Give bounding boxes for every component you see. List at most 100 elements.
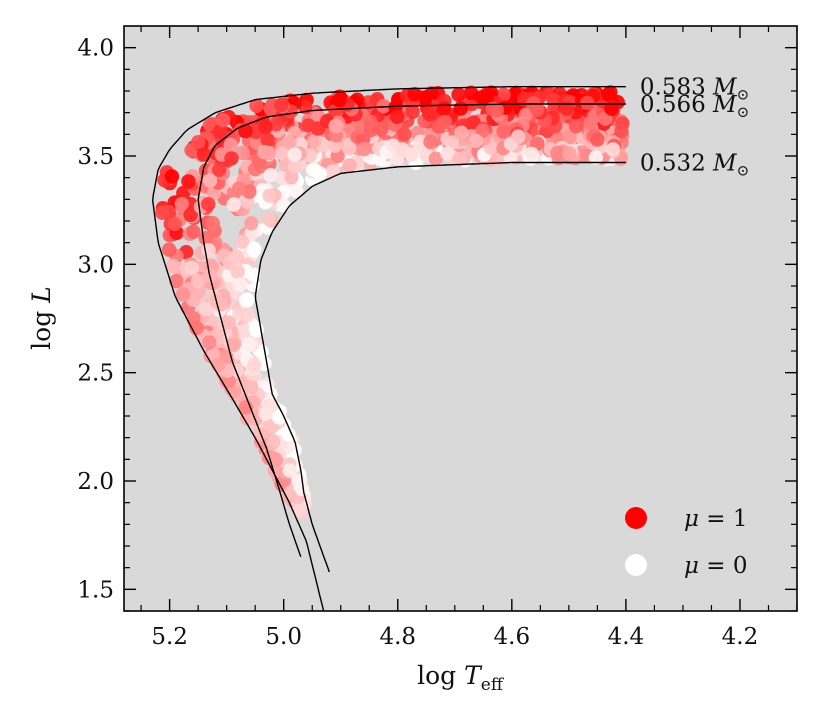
scatter-point [260, 132, 275, 147]
scatter-point [201, 197, 216, 212]
x-tick-label: 4.2 [722, 624, 759, 650]
scatter-point [249, 98, 264, 114]
y-tick-label: 3.5 [77, 144, 114, 170]
scatter-point [202, 335, 217, 350]
scatter-point [404, 147, 419, 162]
scatter-point [550, 145, 565, 161]
scatter-point [397, 126, 412, 142]
scatter-point [232, 277, 247, 292]
x-tick-label: 4.8 [379, 624, 416, 650]
scatter-point [175, 287, 191, 302]
y-tick-label: 2.5 [77, 361, 114, 387]
scatter-point [422, 106, 437, 122]
evolutionary-tracks [151, 85, 626, 611]
scatter-point [266, 451, 281, 466]
scatter-point [252, 427, 268, 442]
scatter-point [174, 196, 189, 211]
scatter-point [475, 123, 490, 138]
track-label-0.583: 0.583 M⊙ [640, 75, 749, 104]
axis-labels: log Teff log L [27, 286, 505, 695]
scatter-point [263, 168, 278, 183]
plot-frame [123, 25, 798, 612]
scatter-point [247, 358, 262, 373]
scatter-point [363, 114, 378, 129]
scatter-point [605, 142, 621, 157]
scatter-point [167, 216, 182, 231]
scatter-point [489, 102, 505, 118]
scatter-point [232, 306, 247, 321]
scatter-point [389, 109, 405, 125]
scatter-point [244, 216, 259, 231]
scatter-point [261, 145, 277, 161]
scatter-point [181, 174, 196, 189]
scatter-point [468, 133, 484, 149]
scatter-point [428, 151, 443, 166]
scatter-point [524, 146, 539, 162]
scatter-point [294, 481, 309, 497]
scatter-point [276, 198, 291, 213]
x-tick-label: 4.4 [608, 624, 645, 650]
scatter-point [164, 169, 180, 184]
scatter-point [169, 274, 184, 289]
legend: μ = 1 μ = 0 [625, 506, 747, 579]
scatter-point [601, 87, 616, 102]
scatter-point [265, 434, 281, 449]
scatter-point [474, 90, 489, 105]
scatter-point [496, 124, 511, 139]
scatter-point [186, 224, 201, 239]
scatter-point [424, 86, 439, 101]
scatter-point [226, 197, 241, 212]
scatter-point [562, 129, 577, 145]
scatter-point [284, 169, 299, 185]
scatter-point [590, 132, 605, 147]
y-axis-label: log L [27, 286, 56, 350]
scatter-point [241, 337, 256, 352]
scatter-points [155, 85, 630, 521]
x-tick-label: 4.6 [494, 624, 531, 650]
scatter-point [240, 292, 255, 307]
scatter-point [437, 114, 453, 130]
track-line-0.532 [254, 161, 626, 573]
scatter-point [223, 137, 238, 153]
scatter-point [199, 301, 214, 316]
scatter-point [212, 124, 227, 139]
scatter-point [511, 129, 526, 144]
scatter-point [328, 118, 343, 134]
track-line-0.583 [151, 85, 626, 611]
scatter-point [184, 260, 200, 275]
track-line-0.566 [197, 103, 626, 558]
scatter-point [205, 215, 220, 231]
scatter-point [307, 134, 322, 149]
legend-label-mu-1: μ = 1 [684, 506, 747, 532]
scatter-point [198, 230, 213, 246]
scatter-point [342, 141, 357, 156]
scatter-point [237, 323, 252, 339]
scatter-point [614, 124, 629, 139]
scatter-point [452, 151, 467, 167]
scatter-point [234, 234, 250, 249]
scatter-point [312, 166, 328, 181]
scatter-point [376, 99, 391, 114]
scatter-point [263, 101, 278, 116]
scatter-point [258, 406, 273, 421]
scatter-point [190, 274, 205, 289]
scatter-point [231, 181, 247, 196]
scatter-point [423, 134, 438, 149]
track-labels: 0.583 M⊙0.566 M⊙ 0.532 M⊙ [640, 75, 749, 180]
scatter-point [559, 101, 575, 116]
scatter-point [583, 115, 598, 130]
scatter-point [202, 173, 218, 188]
scatter-point [211, 162, 227, 177]
scatter-point [604, 101, 619, 116]
scatter-point [274, 97, 289, 113]
y-tick-label: 4.0 [77, 36, 114, 62]
scatter-point [436, 101, 451, 117]
y-tick-label: 3.0 [77, 252, 114, 278]
scatter-point [453, 101, 468, 116]
scatter-point [196, 147, 212, 162]
scatter-point [405, 104, 420, 120]
scatter-point [221, 374, 236, 389]
scatter-point [191, 135, 206, 150]
